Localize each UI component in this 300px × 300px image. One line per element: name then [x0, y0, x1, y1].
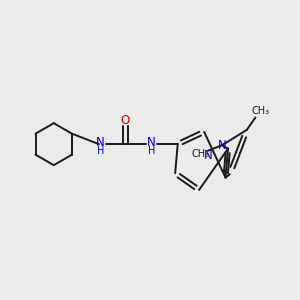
Text: CH₃: CH₃	[191, 149, 209, 159]
Text: N: N	[203, 149, 212, 163]
Text: H: H	[148, 146, 155, 156]
Text: N: N	[96, 136, 105, 149]
Text: N: N	[147, 136, 156, 149]
Text: N: N	[218, 139, 226, 152]
Text: H: H	[97, 146, 104, 156]
Text: CH₃: CH₃	[251, 106, 269, 116]
Text: O: O	[121, 114, 130, 127]
